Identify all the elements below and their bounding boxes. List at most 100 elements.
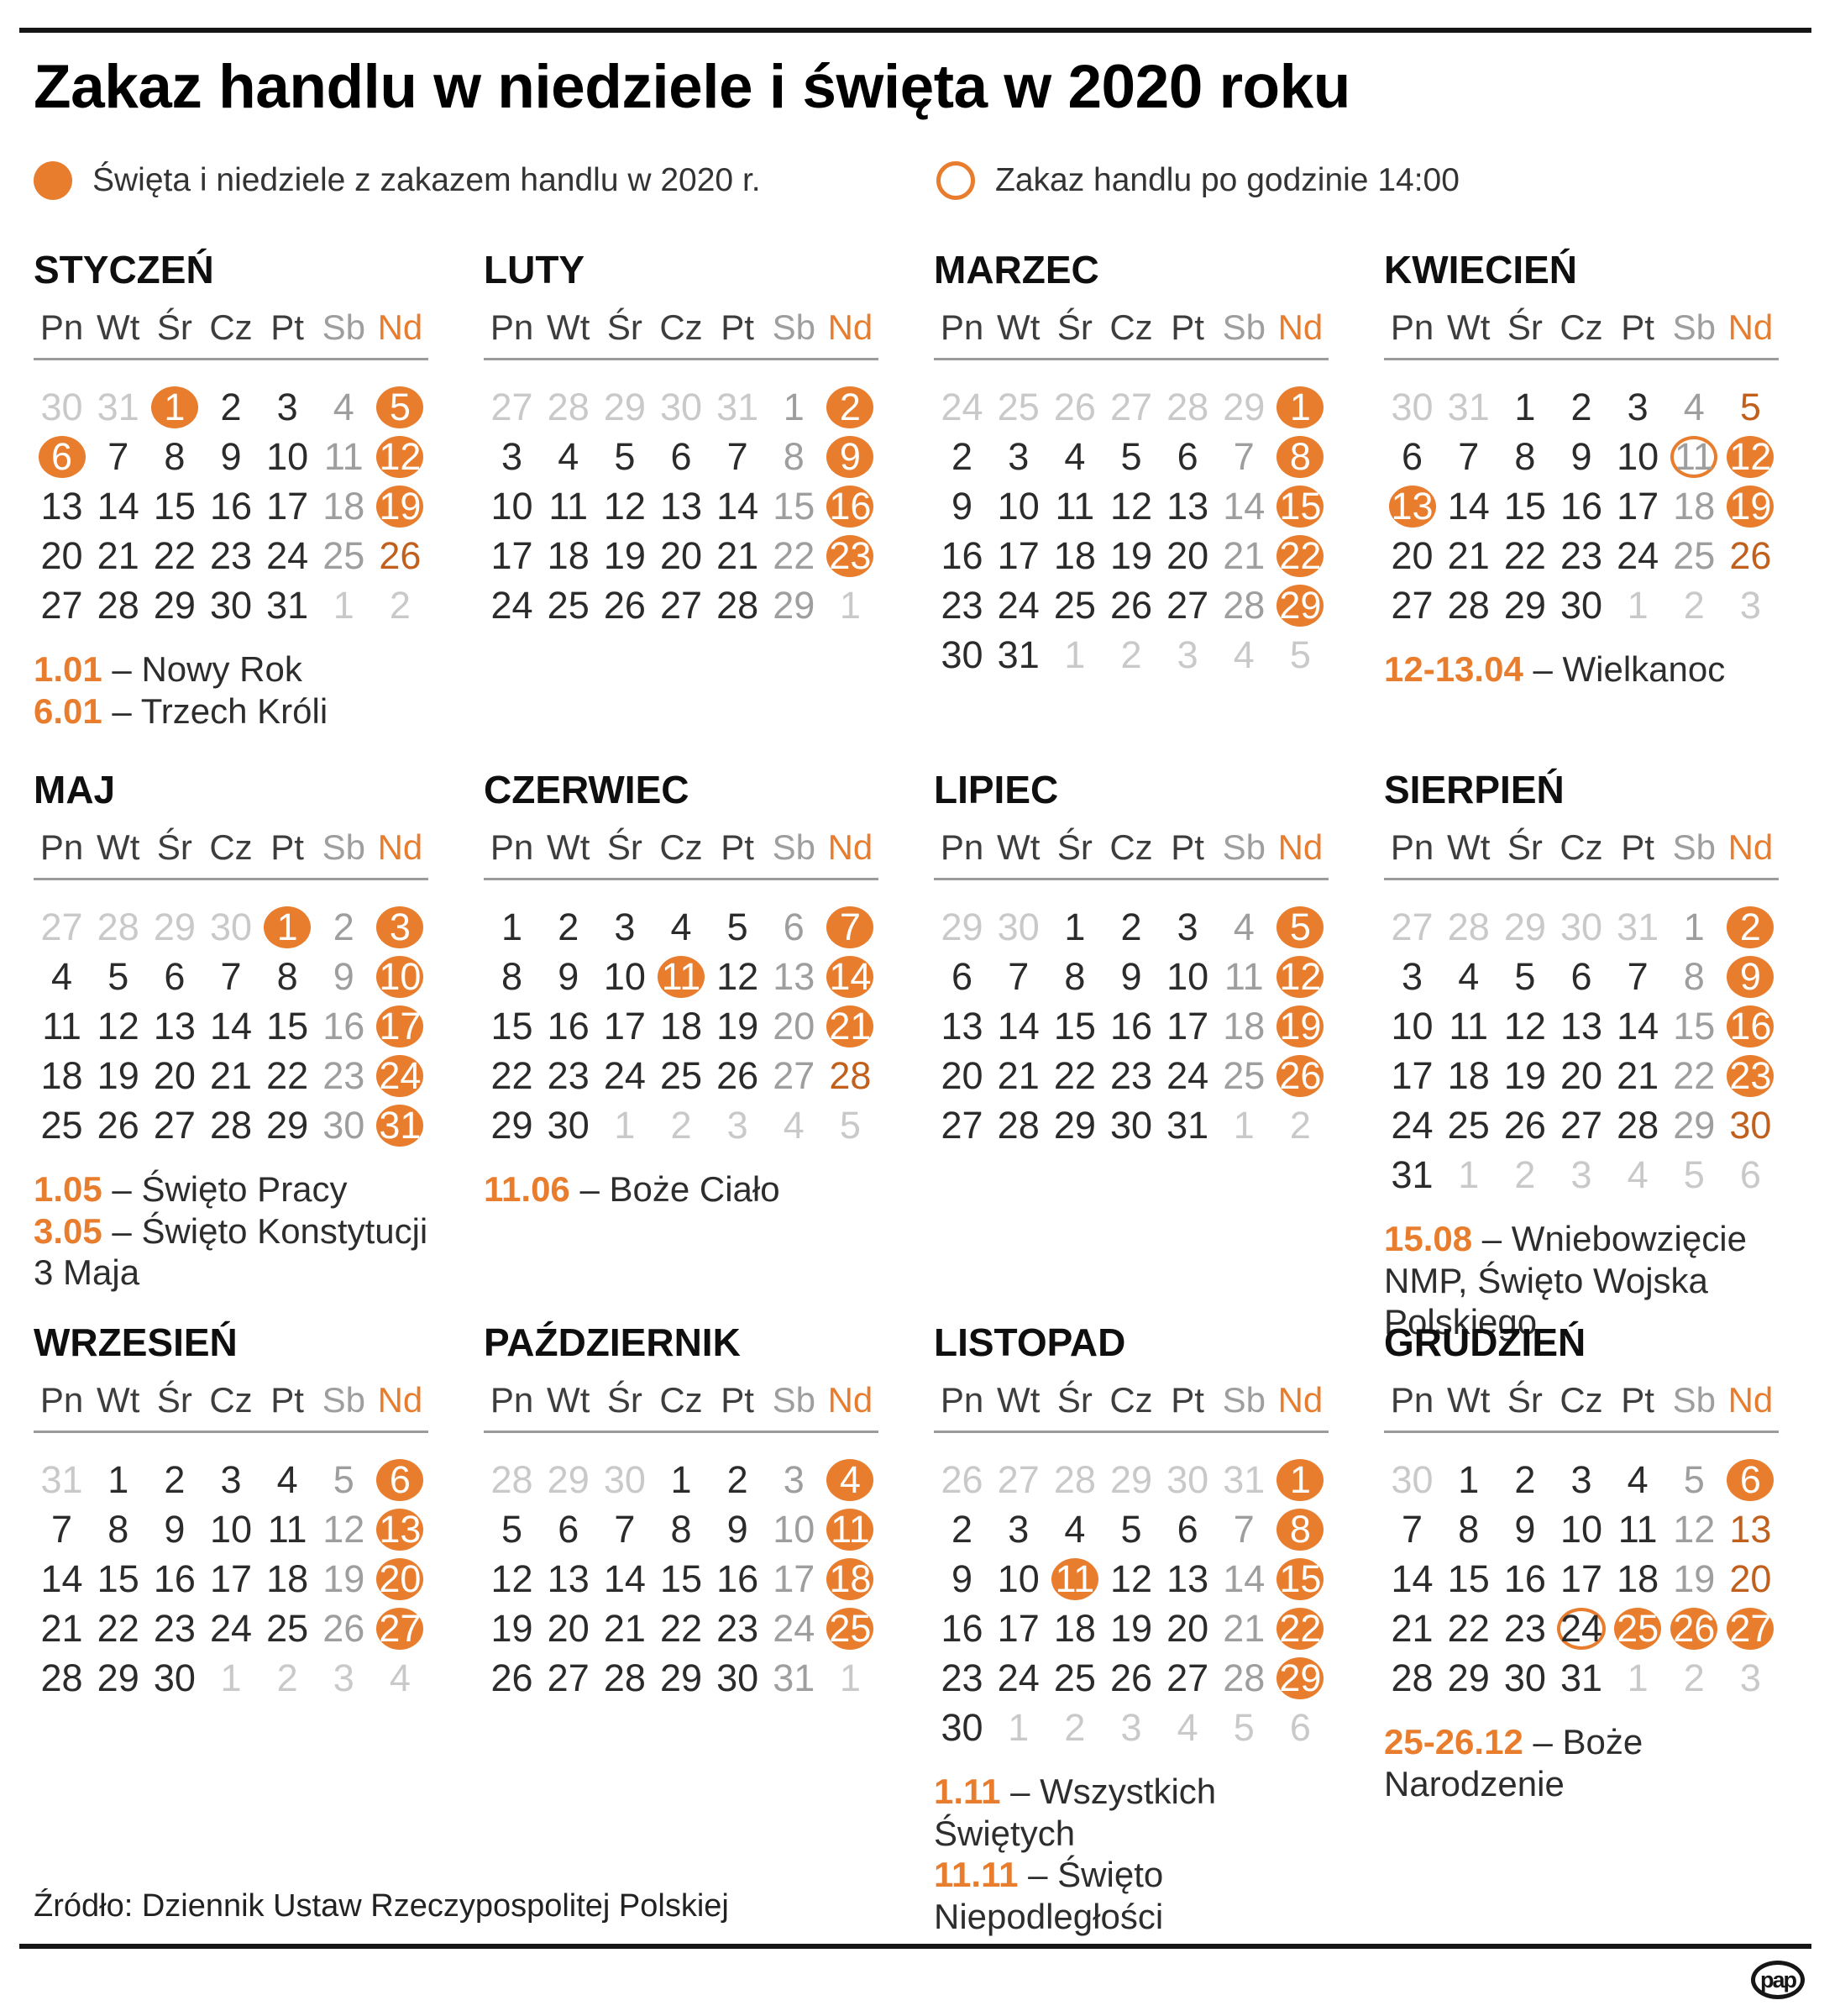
- day-cell: 16: [322, 1004, 365, 1047]
- day-cell: 31: [1223, 1457, 1266, 1501]
- weekday-label: Pt: [721, 1380, 754, 1420]
- weekday-header: Pn Wt Śr Cz Pt Sb Nd: [934, 827, 1329, 881]
- week-row: 21 22 23 24 25 26 27: [34, 1604, 428, 1653]
- day-cell: 22: [1053, 1053, 1096, 1097]
- holiday-date: 1.05: [34, 1169, 102, 1210]
- day-cell: 6: [1570, 954, 1592, 998]
- day-cell: 27: [659, 583, 703, 627]
- day-cell: 31: [997, 633, 1040, 676]
- day-cell: 2: [670, 1103, 692, 1147]
- holiday-note: 1.05 – Święto Pracy: [34, 1169, 348, 1210]
- day-cell: 16: [941, 533, 983, 577]
- day-cell: 18: [822, 1557, 878, 1600]
- day-cell: 31: [1617, 905, 1659, 948]
- week-row: 13 14 15 16 17 18 19: [934, 1001, 1329, 1051]
- day-cell: 9: [558, 954, 579, 998]
- day-cell: 18: [1053, 1606, 1096, 1650]
- day-cell: 12: [1722, 435, 1779, 478]
- holiday-note: 1.11 – Wszystkich Świętych: [934, 1772, 1217, 1853]
- week-row: 18 19 20 21 22 23 24: [34, 1051, 428, 1100]
- day-cell: 23: [941, 1656, 983, 1699]
- day-cell: 2: [389, 583, 411, 627]
- day-cell: 10: [1560, 1507, 1603, 1551]
- weekday-label: Pn: [490, 827, 534, 868]
- day-cell: 6: [783, 905, 805, 948]
- day-cell: 27: [941, 1103, 983, 1147]
- day-cell: 1: [107, 1457, 129, 1501]
- day-cell: 22: [97, 1606, 139, 1650]
- day-cell: 8: [1458, 1507, 1480, 1551]
- day-cell: 29: [547, 1457, 590, 1501]
- month-11: LISTOPAD Pn Wt Śr Cz Pt Sb Nd 26 27 28 29 30 31 1 2 3 4…: [934, 1320, 1356, 1937]
- day-cell: 28: [97, 583, 139, 627]
- day-cell: 28: [1223, 583, 1266, 627]
- day-cell: 31: [1560, 1656, 1603, 1699]
- day-cell: 1: [670, 1457, 692, 1501]
- weekday-label: Śr: [1056, 1380, 1093, 1420]
- day-cell: 21: [1447, 533, 1490, 577]
- day-cell: 6: [34, 435, 90, 478]
- day-cell: 15: [1272, 485, 1329, 528]
- day-cell: 18: [1053, 533, 1096, 577]
- week-row: 27 28 29 30 31 1 2: [934, 1100, 1329, 1150]
- day-cell: 1: [1064, 905, 1086, 948]
- holiday-date: 11.06: [484, 1169, 570, 1210]
- top-rule: [19, 28, 1811, 33]
- day-cell: 21: [822, 1005, 878, 1047]
- week-row: 6 7 8 9 10 11 12: [934, 952, 1329, 1001]
- infographic-page: Zakaz handlu w niedziele i święta w 2020…: [34, 53, 1779, 1937]
- week-row: 23 24 25 26 27 28 29: [934, 1653, 1329, 1703]
- weekday-label: Pn: [39, 307, 84, 348]
- day-cell: 30: [209, 905, 253, 948]
- weekday-label: Nd: [377, 1380, 423, 1420]
- weekday-header: Pn Wt Śr Cz Pt Sb Nd: [484, 827, 878, 881]
- week-row: 27 28 29 30 1 2 3: [34, 902, 428, 952]
- day-cell: 11: [1046, 1557, 1103, 1600]
- day-cell: 23: [716, 1606, 759, 1650]
- day-cell: 27: [153, 1103, 196, 1147]
- weekday-label: Cz: [1109, 1380, 1153, 1420]
- day-cell: 5: [372, 386, 428, 428]
- day-cell: 8: [1514, 434, 1536, 478]
- month-calendar: Pn Wt Śr Cz Pt Sb Nd 30 31 1 2 3 4 5 6 7 8 9 10 11 12 13 14 15…: [34, 307, 428, 630]
- holiday-note: 1.01 – Nowy Rok: [34, 649, 302, 690]
- day-cell: 31: [1391, 1152, 1434, 1196]
- day-cell: 19: [322, 1557, 365, 1600]
- weekday-label: Cz: [1560, 307, 1603, 348]
- month-calendar: Pn Wt Śr Cz Pt Sb Nd 30 31 1 2 3 4 5 6 7 8 9 10 11 12 13 14 15…: [1384, 307, 1779, 630]
- day-cell: 7: [220, 954, 242, 998]
- week-row: 28 29 30 1 2 3 4: [484, 1455, 878, 1504]
- day-cell: 7: [614, 1507, 636, 1551]
- weekday-label: Śr: [1056, 307, 1093, 348]
- page-title: Zakaz handlu w niedziele i święta w 2020…: [34, 53, 1350, 121]
- day-cell: 21: [1223, 533, 1266, 577]
- day-cell: 24: [490, 583, 533, 627]
- day-cell: 10: [209, 1507, 253, 1551]
- weekday-label: Cz: [1560, 827, 1603, 868]
- holiday-date: 11.11: [934, 1855, 1019, 1895]
- day-cell: 5: [501, 1507, 523, 1551]
- day-cell: 4: [1064, 434, 1086, 478]
- day-cell: 27: [40, 583, 83, 627]
- week-row: 30 1 2 3 4 5 6: [1384, 1455, 1779, 1504]
- weekday-label: Pn: [490, 307, 534, 348]
- week-row: 11 12 13 14 15 16 17: [34, 1001, 428, 1051]
- day-cell: 23: [153, 1606, 196, 1650]
- weekday-label: Wt: [1447, 307, 1491, 348]
- day-cell: 9: [951, 1557, 973, 1600]
- day-cell: 31: [266, 583, 309, 627]
- weeks: 27 28 29 30 31 1 2 3 4 5 6 7 8 9 10 11 12 13 14 15 16 17 18 19 2…: [1384, 902, 1779, 1200]
- day-cell: 21: [1391, 1606, 1434, 1650]
- weekday-label: Cz: [209, 307, 253, 348]
- day-cell: 15: [659, 1557, 703, 1600]
- weeks: 26 27 28 29 30 31 1 2 3 4 5 6 7 8 9 10 11 12 13 14 15 16 17 18 1…: [934, 1455, 1329, 1752]
- weekday-label: Wt: [1447, 827, 1491, 868]
- day-cell: 5: [839, 1103, 861, 1147]
- day-cell: 3: [783, 1457, 805, 1501]
- day-cell: 16: [1503, 1557, 1546, 1600]
- day-cell: 12: [372, 435, 428, 478]
- day-cell: 6: [670, 434, 692, 478]
- holiday-note: 25-26.12 – Boże Narodzenie: [1384, 1722, 1643, 1803]
- day-cell: 27: [490, 385, 533, 428]
